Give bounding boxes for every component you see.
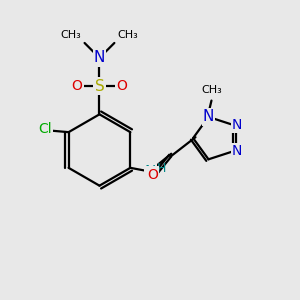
Text: CH₃: CH₃ [61,30,82,40]
Text: O: O [147,167,158,182]
Text: H: H [157,162,167,175]
Text: N: N [94,50,105,65]
Text: CH₃: CH₃ [117,30,138,40]
Text: N: N [203,110,214,124]
Text: O: O [116,79,127,93]
Text: N: N [145,165,156,180]
Text: CH₃: CH₃ [201,85,222,95]
Text: O: O [72,79,83,93]
Text: S: S [94,79,104,94]
Text: Cl: Cl [38,122,52,136]
Text: N: N [232,118,242,132]
Text: N: N [232,144,242,158]
